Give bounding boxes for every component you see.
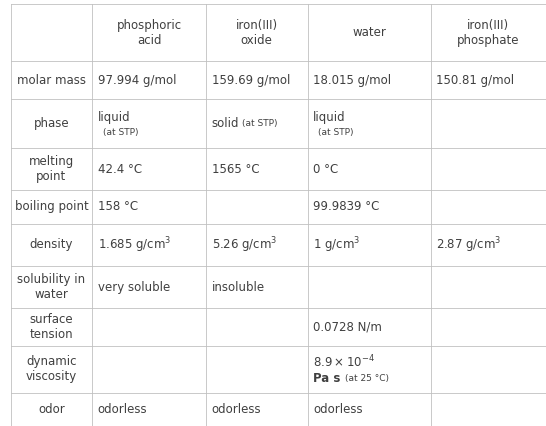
Text: 42.4 °C: 42.4 °C	[98, 163, 141, 176]
Text: insoluble: insoluble	[211, 280, 265, 294]
Text: odorless: odorless	[313, 403, 363, 416]
Text: 18.015 g/mol: 18.015 g/mol	[313, 74, 391, 86]
Text: 0 °C: 0 °C	[313, 163, 338, 176]
Text: liquid: liquid	[313, 111, 346, 124]
Text: 97.994 g/mol: 97.994 g/mol	[98, 74, 176, 86]
Text: melting
point: melting point	[29, 155, 74, 183]
Text: (at STP): (at STP)	[103, 128, 139, 137]
Text: very soluble: very soluble	[98, 280, 170, 294]
Text: surface
tension: surface tension	[29, 313, 73, 341]
Text: (at STP): (at STP)	[318, 128, 354, 137]
Text: molar mass: molar mass	[17, 74, 86, 86]
Text: iron(III)
oxide: iron(III) oxide	[236, 19, 278, 47]
Text: water: water	[352, 26, 386, 39]
Text: 99.9839 °C: 99.9839 °C	[313, 201, 379, 213]
Text: liquid: liquid	[98, 111, 130, 124]
Text: (at 25 °C): (at 25 °C)	[345, 374, 389, 383]
Text: Pa s: Pa s	[313, 372, 340, 385]
Text: $8.9\times10^{-4}$: $8.9\times10^{-4}$	[313, 354, 375, 370]
Text: boiling point: boiling point	[15, 201, 88, 213]
Text: 159.69 g/mol: 159.69 g/mol	[211, 74, 290, 86]
Text: odor: odor	[38, 403, 65, 416]
Text: solid: solid	[211, 117, 239, 130]
Text: 150.81 g/mol: 150.81 g/mol	[436, 74, 514, 86]
Text: 5.26 g/cm$^3$: 5.26 g/cm$^3$	[211, 235, 277, 254]
Text: 2.87 g/cm$^3$: 2.87 g/cm$^3$	[436, 235, 502, 254]
Text: (at STP): (at STP)	[241, 119, 277, 128]
Text: odorless: odorless	[211, 403, 261, 416]
Text: 1.685 g/cm$^3$: 1.685 g/cm$^3$	[98, 235, 171, 254]
Text: phase: phase	[34, 117, 69, 130]
Text: 0.0728 N/m: 0.0728 N/m	[313, 320, 382, 334]
Text: dynamic
viscosity: dynamic viscosity	[26, 355, 77, 383]
Text: 1 g/cm$^3$: 1 g/cm$^3$	[313, 235, 360, 254]
Text: iron(III)
phosphate: iron(III) phosphate	[457, 19, 520, 47]
Text: 1565 °C: 1565 °C	[211, 163, 259, 176]
Text: phosphoric
acid: phosphoric acid	[116, 19, 182, 47]
Text: 158 °C: 158 °C	[98, 201, 138, 213]
Text: solubility in
water: solubility in water	[17, 273, 86, 301]
Text: density: density	[29, 238, 73, 251]
Text: odorless: odorless	[98, 403, 147, 416]
